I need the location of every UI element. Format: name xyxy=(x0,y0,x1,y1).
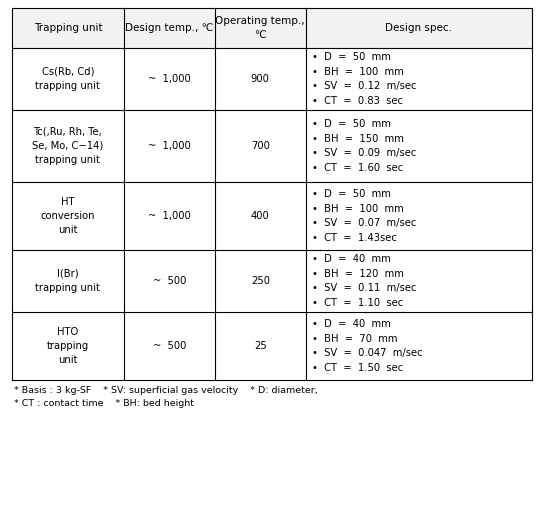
Bar xyxy=(12,312,124,380)
Bar xyxy=(306,312,532,380)
Bar xyxy=(124,182,215,250)
Text: * CT : contact time    * BH: bed height: * CT : contact time * BH: bed height xyxy=(14,399,194,408)
Bar xyxy=(306,110,532,182)
Text: ~  1,000: ~ 1,000 xyxy=(148,141,191,151)
Bar xyxy=(124,250,215,312)
Text: 900: 900 xyxy=(251,74,270,84)
Bar xyxy=(306,182,532,250)
Text: 25: 25 xyxy=(254,341,267,351)
Text: ~  500: ~ 500 xyxy=(153,276,186,286)
Text: ~  1,000: ~ 1,000 xyxy=(148,74,191,84)
Text: Tc(,Ru, Rh, Te,
Se, Mo, C−14)
trapping unit: Tc(,Ru, Rh, Te, Se, Mo, C−14) trapping u… xyxy=(32,127,103,165)
Text: Cs(Rb, Cd)
trapping unit: Cs(Rb, Cd) trapping unit xyxy=(35,67,100,91)
Text: •  D  =  40  mm
•  BH  =  70  mm
•  SV  =  0.047  m/sec
•  CT  =  1.50  sec: • D = 40 mm • BH = 70 mm • SV = 0.047 m/… xyxy=(312,319,423,373)
Text: •  D  =  50  mm
•  BH  =  100  mm
•  SV  =  0.12  m/sec
•  CT  =  0.83  sec: • D = 50 mm • BH = 100 mm • SV = 0.12 m/… xyxy=(312,52,416,105)
Bar xyxy=(12,110,124,182)
Text: 250: 250 xyxy=(251,276,270,286)
Text: ~  1,000: ~ 1,000 xyxy=(148,211,191,221)
Text: ~  500: ~ 500 xyxy=(153,341,186,351)
Bar xyxy=(124,8,215,48)
Text: 700: 700 xyxy=(251,141,270,151)
Text: Trapping unit: Trapping unit xyxy=(34,23,102,33)
Bar xyxy=(215,8,306,48)
Bar xyxy=(12,182,124,250)
Bar xyxy=(215,312,306,380)
Bar xyxy=(12,8,124,48)
Text: * Basis : 3 kg-SF    * SV: superficial gas velocity    * D: diameter,: * Basis : 3 kg-SF * SV: superficial gas … xyxy=(14,386,318,395)
Text: HTO
trapping
unit: HTO trapping unit xyxy=(47,327,89,366)
Bar xyxy=(215,182,306,250)
Text: Operating temp.,
℃: Operating temp., ℃ xyxy=(215,16,305,40)
Text: HT
conversion
unit: HT conversion unit xyxy=(41,197,95,235)
Bar xyxy=(124,312,215,380)
Bar xyxy=(124,48,215,110)
Text: Design temp., ℃: Design temp., ℃ xyxy=(125,23,213,33)
Bar xyxy=(12,250,124,312)
Bar xyxy=(306,250,532,312)
Text: •  D  =  50  mm
•  BH  =  100  mm
•  SV  =  0.07  m/sec
•  CT  =  1.43sec: • D = 50 mm • BH = 100 mm • SV = 0.07 m/… xyxy=(312,190,416,243)
Bar xyxy=(12,48,124,110)
Bar xyxy=(215,110,306,182)
Bar xyxy=(124,110,215,182)
Bar xyxy=(215,48,306,110)
Text: •  D  =  50  mm
•  BH  =  150  mm
•  SV  =  0.09  m/sec
•  CT  =  1.60  sec: • D = 50 mm • BH = 150 mm • SV = 0.09 m/… xyxy=(312,120,416,172)
Text: I(Br)
trapping unit: I(Br) trapping unit xyxy=(35,269,100,293)
Text: •  D  =  40  mm
•  BH  =  120  mm
•  SV  =  0.11  m/sec
•  CT  =  1.10  sec: • D = 40 mm • BH = 120 mm • SV = 0.11 m/… xyxy=(312,255,416,308)
Bar xyxy=(306,8,532,48)
Bar xyxy=(306,48,532,110)
Bar xyxy=(215,250,306,312)
Text: Design spec.: Design spec. xyxy=(385,23,453,33)
Text: 400: 400 xyxy=(251,211,270,221)
